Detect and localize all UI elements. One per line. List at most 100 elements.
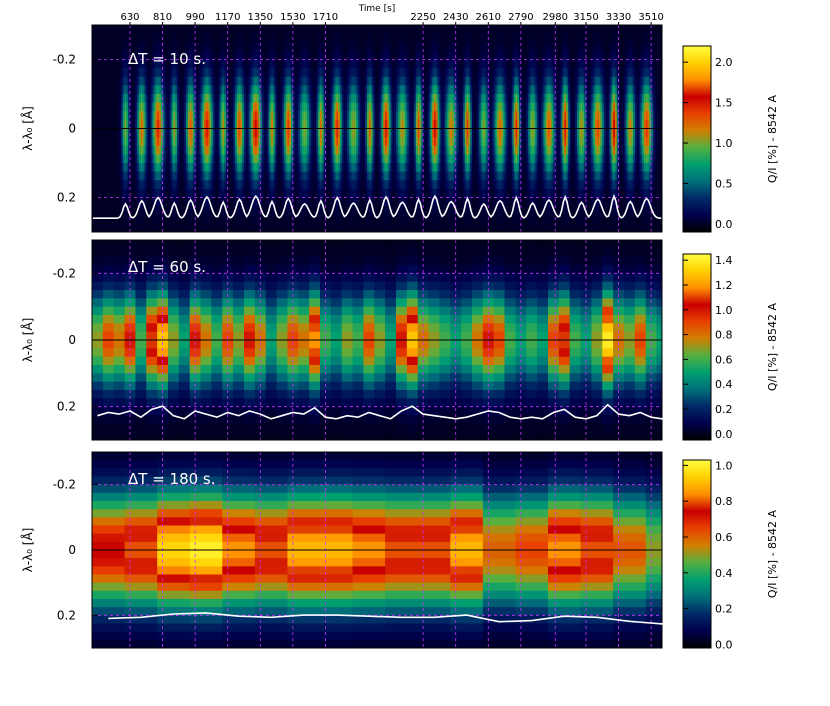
heat-cell bbox=[396, 33, 399, 43]
heat-cell bbox=[452, 128, 455, 138]
heat-cell bbox=[158, 111, 162, 121]
heat-cell bbox=[206, 214, 209, 224]
heat-cell bbox=[292, 50, 295, 60]
heat-cell bbox=[274, 42, 277, 52]
heat-cell bbox=[92, 180, 95, 190]
heat-cell bbox=[260, 214, 263, 224]
heat-cell bbox=[126, 137, 129, 147]
heat-cell bbox=[182, 180, 185, 190]
heat-cell bbox=[187, 171, 191, 181]
heat-cell bbox=[117, 206, 120, 216]
heat-cell bbox=[444, 68, 447, 78]
heat-cell bbox=[432, 33, 435, 43]
heat-cell bbox=[294, 102, 297, 112]
heat-cell bbox=[338, 119, 341, 129]
heat-cell bbox=[325, 206, 328, 216]
heat-cell bbox=[365, 85, 368, 95]
heat-cell bbox=[249, 197, 252, 207]
heat-cell bbox=[359, 68, 362, 78]
heat-cell bbox=[383, 171, 386, 181]
heat-cell bbox=[227, 33, 230, 43]
heat-cell bbox=[392, 223, 395, 233]
heat-cell bbox=[428, 180, 431, 190]
heat-cell bbox=[419, 214, 422, 224]
heat-cell bbox=[251, 180, 254, 190]
heat-cell bbox=[345, 188, 348, 198]
heat-cell bbox=[102, 206, 105, 216]
heat-cell bbox=[262, 42, 265, 52]
heat-cell bbox=[301, 128, 305, 138]
heat-cell bbox=[310, 111, 314, 121]
heat-cell bbox=[303, 163, 306, 172]
heat-cell bbox=[187, 145, 191, 155]
heat-cell bbox=[289, 68, 292, 78]
heat-cell bbox=[283, 76, 286, 86]
heat-cell bbox=[356, 154, 359, 164]
heat-cell bbox=[388, 197, 391, 207]
heat-cell bbox=[417, 94, 420, 103]
heat-cell bbox=[287, 119, 290, 129]
heat-cell bbox=[367, 85, 370, 95]
heat-cell bbox=[278, 154, 281, 164]
heat-cell bbox=[383, 137, 386, 147]
heat-cell bbox=[195, 171, 198, 181]
heat-cell bbox=[157, 76, 160, 86]
heat-cell bbox=[354, 42, 357, 52]
heat-cell bbox=[242, 42, 245, 52]
heat-cell bbox=[157, 25, 160, 34]
heat-cell bbox=[379, 145, 382, 155]
heat-cell bbox=[196, 102, 200, 112]
heat-cell bbox=[320, 111, 323, 121]
heat-cell bbox=[253, 180, 256, 190]
heat-cell bbox=[370, 76, 373, 86]
heat-cell bbox=[180, 223, 183, 233]
heat-cell bbox=[307, 76, 310, 86]
heat-cell bbox=[120, 119, 124, 129]
heat-cell bbox=[99, 119, 102, 129]
heat-cell bbox=[249, 25, 252, 34]
heat-cell bbox=[117, 128, 120, 138]
heat-cell bbox=[377, 76, 381, 86]
heat-cell bbox=[263, 163, 267, 172]
heat-cell bbox=[443, 76, 446, 86]
heat-cell bbox=[323, 76, 326, 86]
heat-cell bbox=[111, 128, 115, 138]
heat-cell bbox=[137, 128, 140, 138]
heat-cell bbox=[292, 154, 295, 164]
heat-cell bbox=[461, 206, 464, 216]
heat-cell bbox=[390, 154, 393, 164]
heat-cell bbox=[225, 171, 229, 181]
heat-cell bbox=[128, 102, 131, 112]
heat-cell bbox=[338, 68, 341, 78]
heat-cell bbox=[379, 111, 382, 121]
heat-cell bbox=[220, 68, 223, 78]
heat-cell bbox=[251, 171, 254, 181]
heat-cell bbox=[294, 33, 297, 43]
heat-cell bbox=[459, 33, 462, 43]
heat-cell bbox=[151, 85, 154, 95]
heat-cell bbox=[441, 163, 444, 172]
heat-cell bbox=[184, 206, 187, 216]
heat-cell bbox=[171, 171, 174, 181]
heat-cell bbox=[169, 94, 172, 103]
heat-cell bbox=[327, 68, 330, 78]
heat-cell bbox=[461, 128, 464, 138]
heat-cell bbox=[280, 163, 283, 172]
heat-cell bbox=[233, 188, 236, 198]
heat-cell bbox=[399, 59, 402, 69]
heat-cell bbox=[137, 76, 140, 86]
heat-cell bbox=[175, 76, 178, 86]
heat-cell bbox=[459, 223, 462, 233]
heat-cell bbox=[204, 145, 207, 155]
heat-cell bbox=[184, 171, 187, 181]
heat-cell bbox=[374, 188, 377, 198]
heat-cell bbox=[365, 223, 368, 233]
heat-cell bbox=[169, 154, 172, 164]
heat-cell bbox=[285, 94, 288, 103]
heat-cell bbox=[95, 119, 98, 129]
heat-cell bbox=[160, 25, 163, 34]
heat-cell bbox=[211, 154, 214, 164]
heat-cell bbox=[262, 154, 265, 164]
heat-cell bbox=[412, 102, 415, 112]
heat-cell bbox=[104, 171, 107, 181]
